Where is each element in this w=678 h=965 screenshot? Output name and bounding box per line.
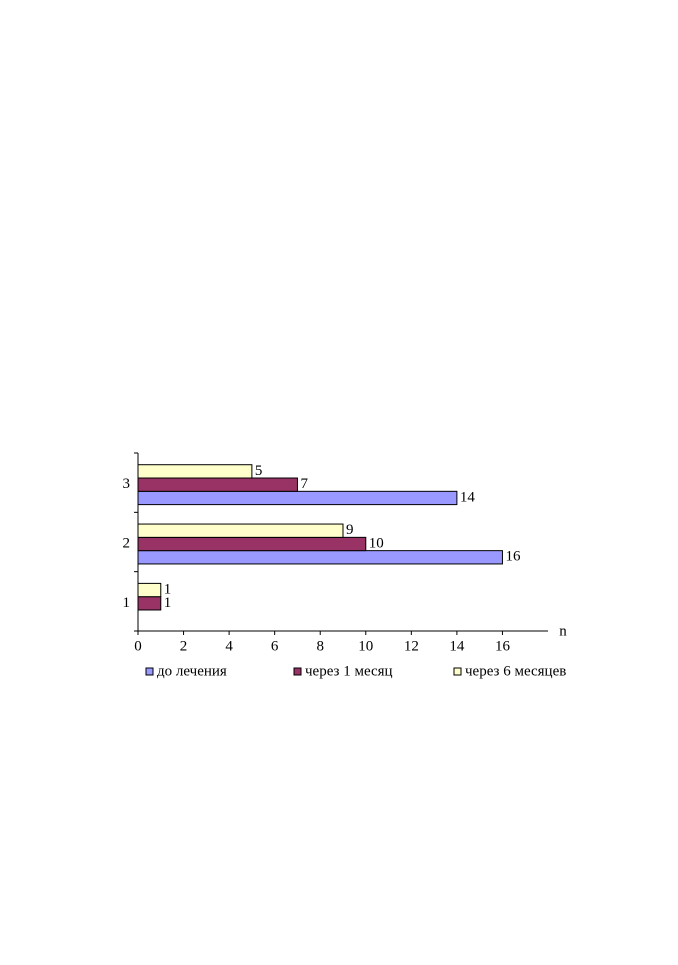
legend-marker: [145, 667, 154, 676]
legend-label: через 1 месяц: [305, 663, 393, 679]
legend-label: до лечения: [157, 663, 227, 679]
legend-label: через 6 месяцев: [465, 663, 566, 679]
x-tick-label: 0: [134, 638, 142, 654]
x-tick-label: 2: [180, 638, 188, 654]
value-label: 10: [369, 535, 384, 551]
x-axis-label: n: [559, 623, 567, 639]
legend-marker: [293, 667, 302, 676]
bar: [137, 536, 367, 552]
value-label: 7: [300, 476, 308, 492]
y-tick-label: 1: [123, 595, 131, 611]
x-tick-label: 14: [449, 638, 465, 654]
value-label: 1: [164, 595, 172, 611]
x-tick-label: 8: [316, 638, 324, 654]
bar: [137, 464, 253, 479]
bar: [137, 550, 503, 565]
y-tick-label: 2: [123, 535, 131, 551]
x-tick-label: 12: [404, 638, 419, 654]
value-label: 5: [255, 463, 263, 479]
bar: [137, 477, 298, 492]
bar: [137, 582, 162, 598]
value-label: 16: [505, 549, 521, 565]
x-tick-label: 6: [271, 638, 279, 654]
y-tick-label: 3: [123, 476, 131, 492]
legend-marker: [453, 667, 462, 676]
bar: [137, 596, 162, 611]
x-tick-label: 4: [225, 638, 233, 654]
x-tick-label: 10: [358, 638, 373, 654]
value-label: 9: [346, 522, 354, 538]
value-label: 1: [164, 581, 172, 597]
x-tick-label: 16: [495, 638, 511, 654]
value-label: 14: [460, 489, 476, 505]
bar: [137, 523, 344, 538]
bar: [137, 490, 458, 506]
